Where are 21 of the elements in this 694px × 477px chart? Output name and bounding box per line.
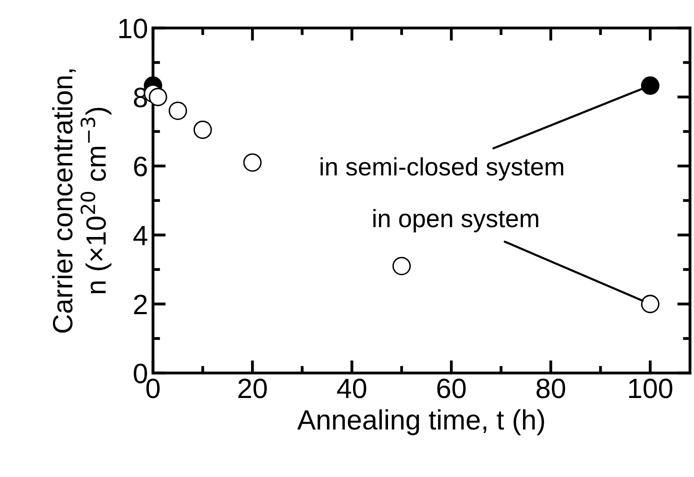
point [168, 102, 188, 120]
y-tick-label: 0 [134, 364, 148, 384]
point [641, 76, 660, 95]
point [243, 153, 262, 172]
y-tick-label: 2 [134, 294, 147, 314]
y-tick-label: 10 [119, 18, 148, 38]
y-tick-label: 4 [133, 226, 148, 246]
point [194, 120, 212, 139]
x-tick-label: 60 [437, 378, 466, 398]
y-tick-label: 6 [134, 156, 147, 176]
x-tick-label: 20 [238, 378, 267, 398]
annotation: in semi-closed system [320, 157, 564, 181]
x-tick-label: 80 [536, 378, 566, 398]
x-tick-label: 100 [629, 378, 672, 398]
x-axis-title: Annealing time, t (h) [297, 409, 544, 436]
point [641, 294, 660, 314]
point [148, 88, 168, 106]
x-tick-label: 40 [337, 378, 366, 398]
y-axis-title: Carrier concentration, n (×10$^{20}$ cm$^{−3}$) [52, 69, 112, 333]
annotation: in open system [373, 209, 538, 232]
point [392, 256, 411, 276]
